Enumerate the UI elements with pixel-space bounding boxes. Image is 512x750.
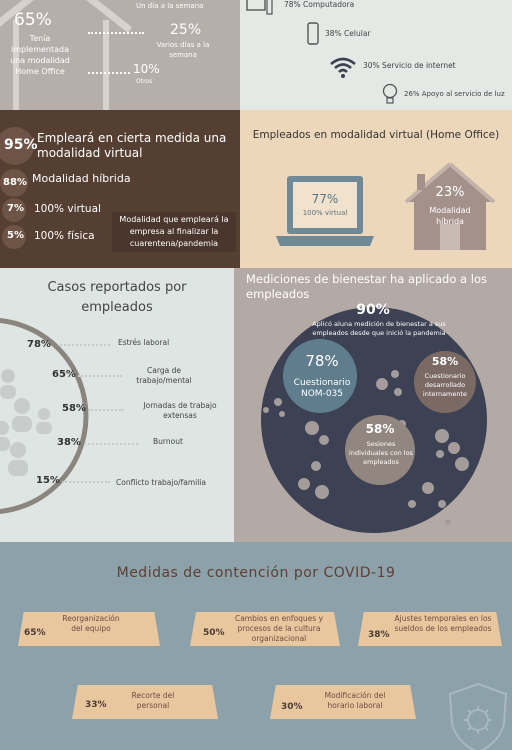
covid-title: Medidas de contención por COVID-19 xyxy=(116,565,396,581)
equipment-item: 26% Apoyo al servicio de luz xyxy=(404,90,505,98)
wellbeing-panel: Mediciones de bienestar ha aplicado a lo… xyxy=(234,268,512,542)
covid-pct: 65% xyxy=(24,628,46,638)
covid-label: Recorte del personal xyxy=(131,691,175,710)
covid-label: Cambios en enfoques y procesos de la cul… xyxy=(234,614,324,643)
house-label: Modalidad híbrida xyxy=(429,206,471,226)
future-label: Modalidad híbrida xyxy=(32,172,131,185)
future-pct: 5% xyxy=(7,230,24,241)
pct-circle xyxy=(0,127,34,165)
future-label: 100% física xyxy=(34,230,95,242)
c1-label: Cuestionario NOM-035 xyxy=(293,378,351,399)
covid-ribbon xyxy=(358,612,502,646)
cases-title: Casos reportados por empleados xyxy=(47,280,187,315)
covid-pct: 38% xyxy=(368,630,390,640)
future-pct: 88% xyxy=(3,177,27,188)
item2-text: Varios días a la semana xyxy=(156,41,210,59)
equipment-item: 38% Celular xyxy=(325,29,371,38)
dotted-connector xyxy=(88,32,144,34)
pct-circle xyxy=(2,198,26,222)
computer-icon xyxy=(246,0,273,15)
covid-label: Modificación del horario laboral xyxy=(324,691,386,710)
people-circle xyxy=(0,318,89,514)
item3-text: Otros xyxy=(136,78,153,85)
case-pct: 38% xyxy=(57,437,81,448)
main-text: Tenía implementada una modalidad Home Of… xyxy=(10,34,70,76)
covid-panel: Medidas de contención por COVID-19 65% R… xyxy=(0,542,512,750)
c2-label: Cuestionario desarrollado internamente xyxy=(422,372,468,398)
covid-pct: 33% xyxy=(85,700,107,710)
case-pct: 78% xyxy=(27,339,51,350)
dotted-arrow xyxy=(88,409,124,411)
pct-circle xyxy=(0,169,28,197)
covid-ribbon xyxy=(270,685,416,719)
c2-pct: 58% xyxy=(431,355,459,368)
wellbeing-main-pct: 90% xyxy=(356,302,390,318)
future-modality-panel: 95% Empleará en cierta medida una modali… xyxy=(0,110,240,268)
covid-pct: 50% xyxy=(203,628,225,638)
laptop-icon xyxy=(276,176,374,246)
dotted-arrow xyxy=(84,443,138,445)
laptop-label: 100% virtual xyxy=(302,209,348,217)
covid-ribbon xyxy=(190,612,340,646)
case-label: Burnout xyxy=(153,437,183,446)
covid-ribbon xyxy=(72,685,218,719)
future-label: Empleará en cierta medida una modalidad … xyxy=(37,131,227,160)
dotted-arrow xyxy=(60,344,110,346)
laptop-pct: 77% xyxy=(311,192,339,206)
wifi-icon xyxy=(330,57,356,78)
case-label: Estrés laboral xyxy=(118,338,170,347)
house-outline-icon xyxy=(0,0,133,110)
future-caption: Modalidad que empleará la empresa al fin… xyxy=(112,212,236,252)
wellbeing-title: Mediciones de bienestar ha aplicado a lo… xyxy=(246,272,487,301)
wellbeing-circle xyxy=(261,307,487,533)
item3-pct: 10% xyxy=(133,62,160,76)
c1-pct: 78% xyxy=(305,352,339,370)
case-label: Carga de trabajo/mental xyxy=(136,366,192,385)
future-pct: 7% xyxy=(7,203,24,214)
equipment-item: 78% Computadora xyxy=(284,0,355,9)
covid-pct: 30% xyxy=(281,702,303,712)
wellbeing-main-text: Aplicó aluna medición de bienestar a sus… xyxy=(312,320,446,337)
equipment-panel: 78% Computadora 38% Celular 30% Servicio… xyxy=(240,0,512,110)
pct-main: 65% xyxy=(14,10,52,30)
case-pct: 65% xyxy=(52,369,76,380)
case-label: Jornadas de trabajo extensas xyxy=(143,401,217,420)
covid-ribbon xyxy=(18,612,160,646)
case-pct: 15% xyxy=(36,475,60,486)
future-label: 100% virtual xyxy=(34,203,101,215)
equipment-item: 30% Servicio de internet xyxy=(363,61,456,70)
c3-label: Sesiones individuales con los empleados xyxy=(349,440,413,466)
dotted-arrow xyxy=(78,375,122,377)
house-pct: 23% xyxy=(435,185,465,200)
virus-shield-icon xyxy=(448,682,508,750)
covid-label: Reorganización del equipo xyxy=(62,614,120,633)
item1-text: Un día a la semana xyxy=(136,2,204,10)
case-label: Conflicto trabajo/familia xyxy=(116,478,206,487)
case-pct: 58% xyxy=(62,403,86,414)
virtual-employees-panel: Empleados en modalidad virtual (Home Off… xyxy=(240,110,512,268)
pct-circle xyxy=(2,225,26,249)
item2-pct: 25% xyxy=(170,22,202,38)
cases-panel: Casos reportados por empleados 78% Estré… xyxy=(0,268,234,542)
covid-label: Ajustes temporales en los sueldos de los… xyxy=(394,614,492,633)
home-office-panel: 65% Tenía implementada una modalidad Hom… xyxy=(0,0,240,110)
c3-pct: 58% xyxy=(365,422,395,436)
virtual-title: Empleados en modalidad virtual (Home Off… xyxy=(252,129,500,141)
future-pct: 95% xyxy=(4,137,38,153)
dotted-arrow xyxy=(62,481,110,483)
dotted-connector xyxy=(88,72,130,74)
phone-icon xyxy=(307,22,319,45)
house-icon xyxy=(404,162,496,250)
lightbulb-icon xyxy=(382,83,398,104)
